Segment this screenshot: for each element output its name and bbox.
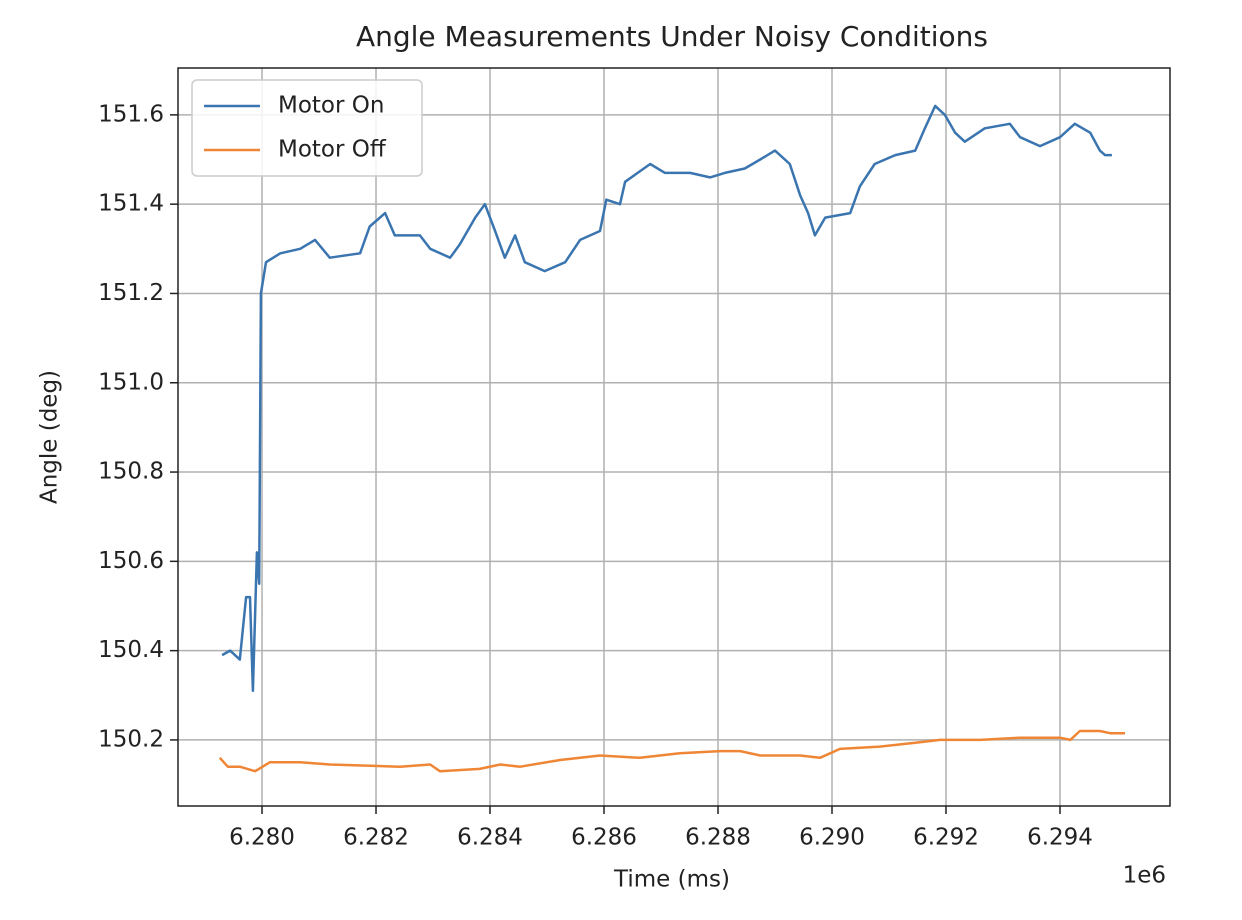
series-line: [221, 104, 1112, 693]
x-tick-label: 6.288: [685, 825, 751, 851]
x-tick-label: 6.292: [913, 825, 979, 851]
y-tick-label: 151.0: [98, 369, 164, 395]
y-tick-label: 151.4: [98, 191, 164, 217]
y-tick-label: 150.4: [98, 637, 164, 663]
x-tick-label: 6.290: [799, 825, 865, 851]
x-tick-label: 6.294: [1027, 825, 1093, 851]
y-tick-label: 150.8: [98, 459, 164, 485]
y-axis-label: Angle (deg): [37, 370, 63, 504]
plot-frame: [177, 67, 1171, 807]
chart-title: Angle Measurements Under Noisy Condition…: [356, 20, 988, 53]
series-line: [218, 729, 1125, 773]
legend-label: Motor Off: [278, 137, 387, 163]
y-tick-label: 150.2: [98, 726, 164, 752]
legend-box: [191, 79, 423, 177]
y-tick-label: 150.6: [98, 548, 164, 574]
y-tick-label: 151.6: [98, 101, 164, 127]
legend-label: Motor On: [278, 93, 384, 119]
x-tick-label: 6.280: [229, 825, 295, 851]
x-tick-label: 6.286: [571, 825, 637, 851]
y-tick-label: 151.2: [98, 280, 164, 306]
x-offset-label: 1e6: [1123, 863, 1166, 889]
x-tick-label: 6.282: [343, 825, 409, 851]
x-tick-label: 6.284: [457, 825, 523, 851]
x-axis-label: Time (ms): [613, 867, 730, 893]
